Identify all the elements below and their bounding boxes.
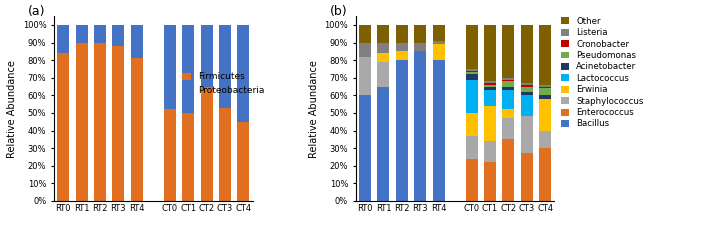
Bar	[201, 25, 212, 87]
Legend: Other, Listeria, Cronobacter, Pseudomonas, Acinetobacter, Lactococcus, Erwinia, : Other, Listeria, Cronobacter, Pseudomona…	[561, 17, 644, 128]
Text: (b): (b)	[330, 5, 348, 18]
Bar	[466, 113, 477, 136]
Bar	[466, 74, 477, 79]
Text: (a): (a)	[28, 5, 45, 18]
Bar	[539, 95, 552, 99]
Bar	[359, 57, 371, 95]
Bar	[131, 58, 143, 201]
Bar	[396, 25, 408, 43]
Bar	[539, 131, 552, 148]
Bar	[414, 43, 426, 51]
Bar	[503, 109, 514, 118]
Bar	[182, 25, 194, 113]
Bar	[503, 79, 514, 81]
Bar	[539, 25, 552, 85]
Bar	[396, 43, 408, 51]
Bar	[219, 25, 231, 108]
Bar	[433, 25, 444, 41]
Bar	[503, 78, 514, 79]
Bar	[466, 79, 477, 113]
Bar	[484, 81, 496, 83]
Bar	[484, 141, 496, 162]
Bar	[57, 25, 69, 53]
Y-axis label: Relative Abundance: Relative Abundance	[309, 60, 319, 158]
Bar	[521, 116, 533, 153]
Bar	[521, 92, 533, 95]
Bar	[466, 25, 477, 69]
Bar	[238, 25, 249, 122]
Bar	[484, 162, 496, 201]
Bar	[521, 153, 533, 201]
Bar	[433, 44, 444, 60]
Bar	[484, 87, 496, 90]
Bar	[377, 62, 390, 87]
Bar	[112, 46, 125, 201]
Bar	[539, 99, 552, 131]
Bar	[521, 25, 533, 83]
Bar	[433, 41, 444, 44]
Bar	[484, 106, 496, 141]
Bar	[503, 87, 514, 90]
Bar	[503, 25, 514, 78]
Bar	[466, 69, 477, 71]
Bar	[359, 25, 371, 43]
Bar	[238, 122, 249, 201]
Bar	[182, 113, 194, 201]
Bar	[76, 43, 88, 201]
Legend: Firmicutes, Proteobacteria: Firmicutes, Proteobacteria	[181, 73, 264, 95]
Bar	[466, 159, 477, 201]
Bar	[57, 53, 69, 201]
Bar	[414, 25, 426, 43]
Bar	[539, 85, 552, 87]
Bar	[377, 25, 390, 43]
Bar	[76, 25, 88, 43]
Bar	[377, 53, 390, 62]
Bar	[539, 87, 552, 88]
Bar	[396, 51, 408, 60]
Bar	[164, 109, 176, 201]
Bar	[433, 60, 444, 201]
Bar	[94, 25, 106, 43]
Bar	[539, 148, 552, 201]
Bar	[521, 87, 533, 92]
Bar	[521, 83, 533, 85]
Bar	[484, 25, 496, 81]
Bar	[503, 118, 514, 139]
Bar	[521, 85, 533, 87]
Bar	[131, 25, 143, 58]
Bar	[484, 90, 496, 106]
Bar	[164, 25, 176, 109]
Bar	[396, 60, 408, 201]
Bar	[359, 43, 371, 57]
Bar	[414, 51, 426, 201]
Bar	[377, 43, 390, 53]
Bar	[503, 139, 514, 201]
Bar	[539, 88, 552, 95]
Bar	[112, 25, 125, 46]
Bar	[359, 95, 371, 201]
Bar	[484, 83, 496, 85]
Bar	[94, 43, 106, 201]
Y-axis label: Relative Abundance: Relative Abundance	[7, 60, 17, 158]
Bar	[503, 81, 514, 87]
Bar	[201, 87, 212, 201]
Bar	[521, 95, 533, 116]
Bar	[377, 87, 390, 201]
Bar	[466, 71, 477, 73]
Bar	[466, 73, 477, 74]
Bar	[503, 90, 514, 109]
Bar	[219, 108, 231, 201]
Bar	[466, 136, 477, 159]
Bar	[484, 85, 496, 87]
